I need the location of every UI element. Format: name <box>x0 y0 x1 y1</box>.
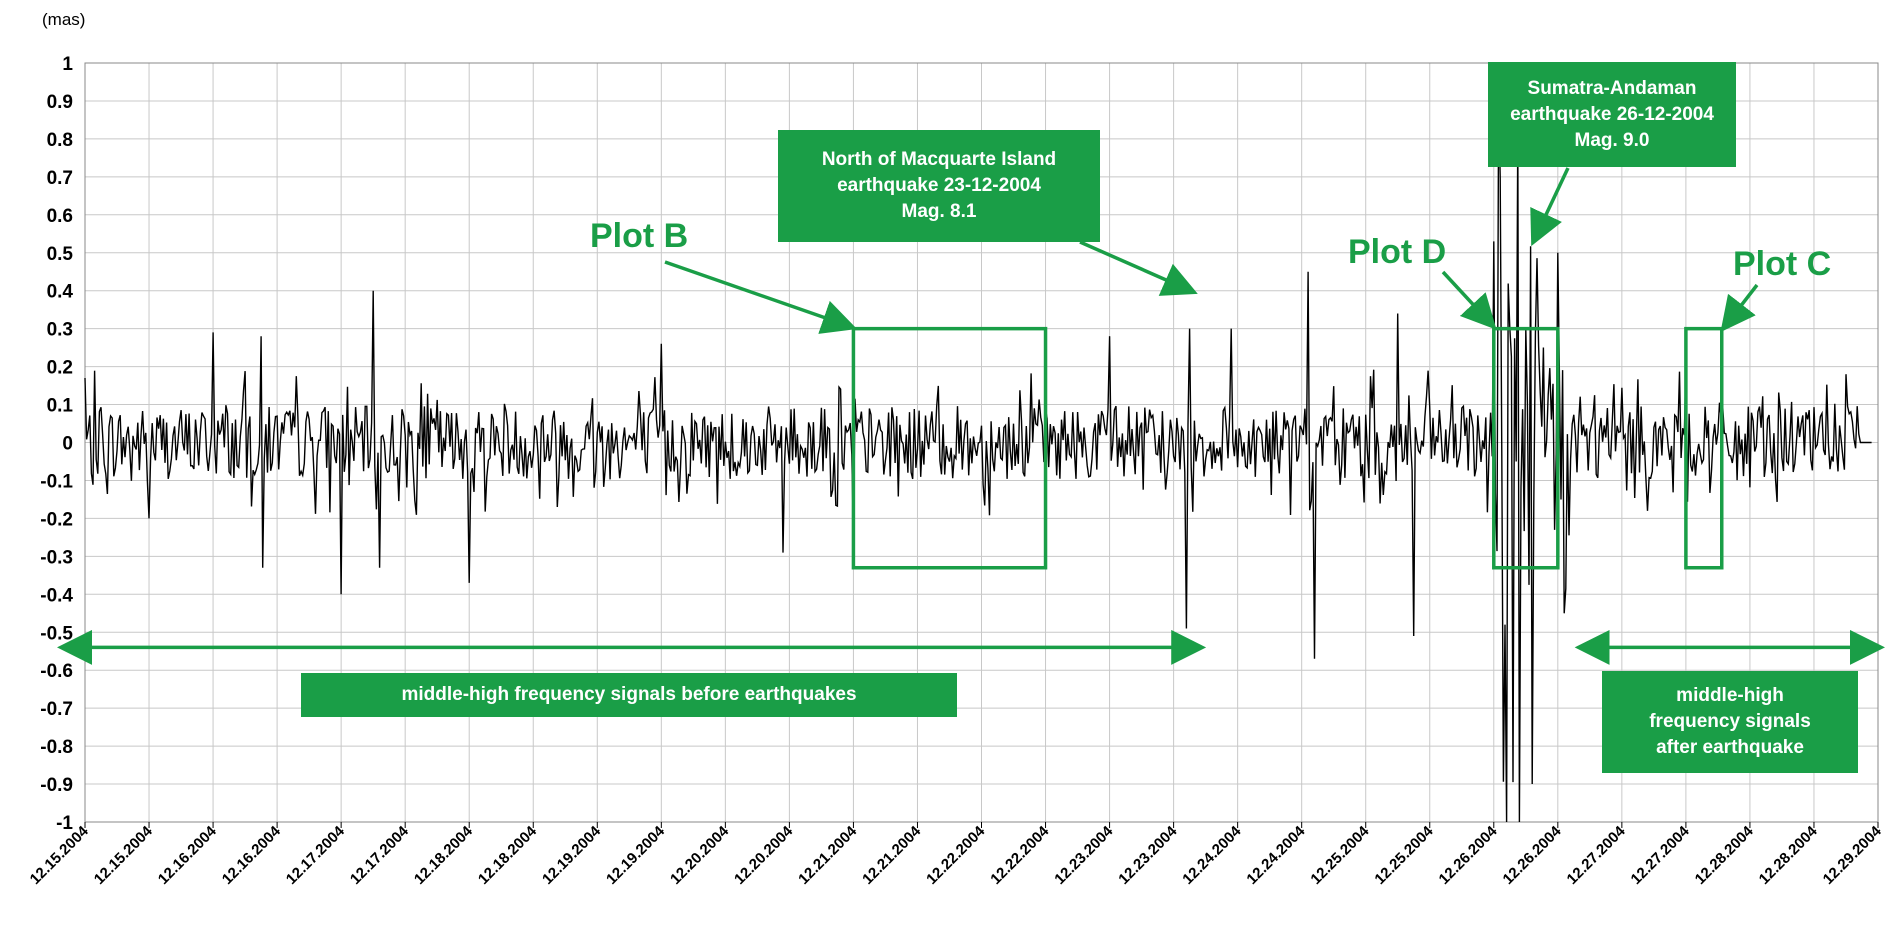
y-tick-label: 0.2 <box>47 358 73 379</box>
plot-c-arrow <box>1720 283 1759 333</box>
signal-series <box>84 99 1872 823</box>
sumatra-arrow <box>1530 167 1570 247</box>
x-tick-label: 12.20.2004 <box>731 822 797 888</box>
y-tick-label: 0.8 <box>47 130 73 151</box>
x-tick-label: 12.22.2004 <box>923 822 989 888</box>
x-tick-label: 12.19.2004 <box>603 822 669 888</box>
plot-b-arrow <box>664 260 858 334</box>
x-tick-label: 12.19.2004 <box>539 822 605 888</box>
plot-d-box <box>1492 326 1560 570</box>
y-tick-label: -0.5 <box>40 623 73 644</box>
x-tick-label: 12.23.2004 <box>1115 822 1181 888</box>
after-earthquake-label: middle-high frequency signals after eart… <box>1602 671 1858 773</box>
plot-b-label: Plot B <box>590 217 688 255</box>
x-tick-label: 12.16.2004 <box>219 822 285 888</box>
y-tick-label: -0.3 <box>40 547 73 568</box>
x-tick-label: 12.29.2004 <box>1820 822 1886 888</box>
x-tick-label: 12.22.2004 <box>987 822 1053 888</box>
y-tick-label: -0.9 <box>40 775 73 796</box>
y-tick-label: -0.6 <box>40 661 73 682</box>
plot-d-arrow <box>1441 270 1497 330</box>
x-tick-label: 12.24.2004 <box>1243 822 1309 888</box>
x-tick-label: 12.20.2004 <box>667 822 733 888</box>
y-tick-label: 0.7 <box>47 168 73 189</box>
y-tick-label: 0.9 <box>47 92 73 113</box>
annotations: Plot B Plot D Plot C <box>57 167 1885 665</box>
plot-b-box <box>851 326 1048 570</box>
y-tick-label: 1 <box>62 54 73 75</box>
x-tick-label: 12.28.2004 <box>1756 822 1822 888</box>
plot-c-label: Plot C <box>1733 245 1831 283</box>
y-tick-label: 0.3 <box>47 320 73 341</box>
x-axis-ticks: 12.15.200412.15.200412.16.200412.16.2004… <box>27 822 1886 888</box>
y-tick-label: 0 <box>62 434 73 455</box>
x-tick-label: 12.21.2004 <box>795 822 861 888</box>
y-tick-label: -0.4 <box>40 585 73 606</box>
y-tick-label: 0.1 <box>47 396 74 417</box>
macquarie-arrow <box>1079 240 1198 296</box>
y-tick-label: 0.6 <box>47 206 73 227</box>
y-tick-label: -0.1 <box>40 471 73 492</box>
signal-trace <box>84 99 1872 823</box>
x-tick-label: 12.24.2004 <box>1179 822 1245 888</box>
x-tick-label: 12.21.2004 <box>859 822 925 888</box>
x-tick-label: 12.16.2004 <box>155 822 221 888</box>
y-unit-label: (mas) <box>42 10 86 29</box>
x-tick-label: 12.23.2004 <box>1051 822 1117 888</box>
x-tick-label: 12.25.2004 <box>1371 822 1437 888</box>
x-tick-label: 12.26.2004 <box>1500 822 1566 888</box>
x-tick-label: 12.27.2004 <box>1628 822 1694 888</box>
y-tick-label: -0.8 <box>40 737 73 758</box>
x-tick-label: 12.17.2004 <box>283 822 349 888</box>
plot-c-box <box>1684 326 1724 570</box>
macquarie-earthquake-callout: North of Macquarte Island earthquake 23-… <box>778 130 1100 242</box>
x-tick-label: 12.18.2004 <box>411 822 477 888</box>
y-tick-label: -0.7 <box>40 699 73 720</box>
x-tick-label: 12.15.2004 <box>91 822 157 888</box>
y-axis-ticks: 1 0.9 0.8 0.7 0.6 0.5 0.4 0.3 0.2 0.1 0 -0.1 -0.2 -0.… <box>40 54 73 834</box>
x-tick-label: 12.17.2004 <box>347 822 413 888</box>
x-tick-label: 12.26.2004 <box>1436 822 1502 888</box>
x-tick-label: 12.18.2004 <box>475 822 541 888</box>
y-tick-label: -1 <box>56 813 73 834</box>
y-tick-label: -0.2 <box>40 509 73 530</box>
x-tick-label: 12.28.2004 <box>1692 822 1758 888</box>
x-tick-label: 12.27.2004 <box>1564 822 1630 888</box>
before-earthquakes-label: middle-high frequency signals before ear… <box>301 673 957 717</box>
plot-d-label: Plot D <box>1348 233 1446 271</box>
sumatra-earthquake-callout: Sumatra-Andaman earthquake 26-12-2004 Ma… <box>1488 62 1736 167</box>
y-tick-label: 0.5 <box>47 244 74 265</box>
x-tick-label: 12.25.2004 <box>1307 822 1373 888</box>
y-tick-label: 0.4 <box>47 282 74 303</box>
